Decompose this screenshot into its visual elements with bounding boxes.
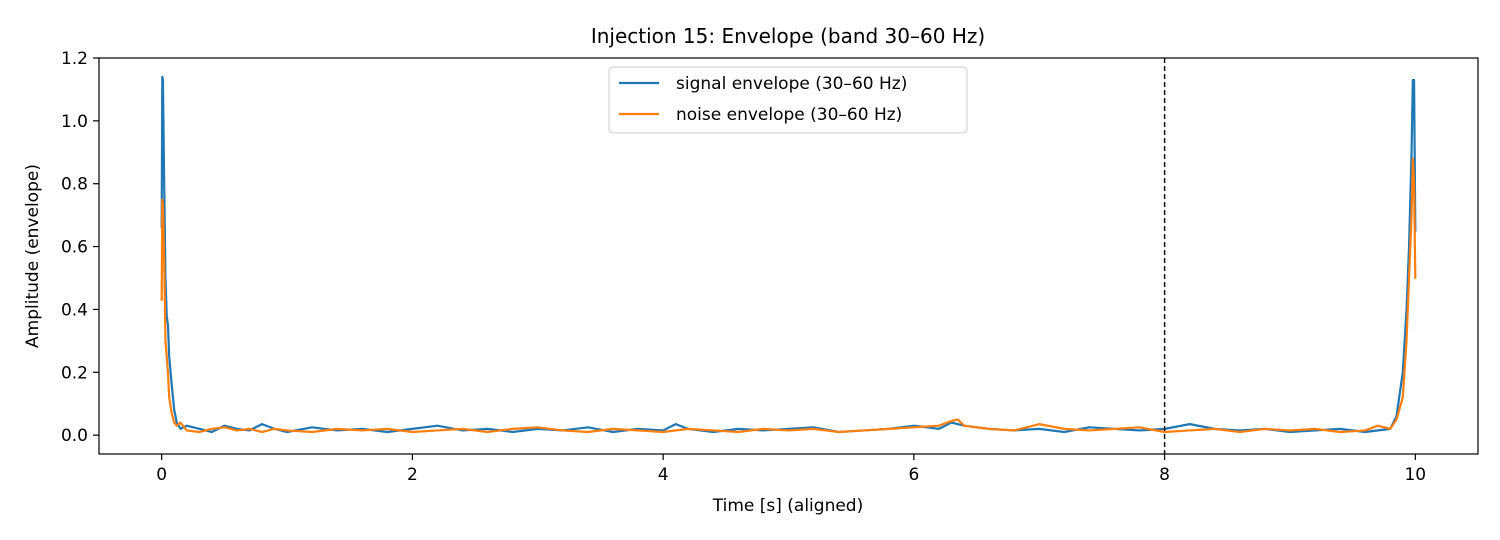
y-tick-label: 1.2	[61, 49, 88, 69]
y-axis: 0.0 0.2 0.4 0.6 0.8 1.0 1.2	[61, 49, 99, 446]
y-tick-label: 0.6	[61, 238, 88, 258]
plot-frame	[98, 57, 1479, 455]
series-layer	[160, 75, 1417, 434]
x-axis-label: Time [s] (aligned)	[712, 496, 863, 516]
x-tick-label: 6	[908, 465, 919, 485]
y-tick-label: 0.2	[61, 363, 88, 383]
x-tick-label: 10	[1404, 465, 1426, 485]
y-axis-label: Amplitude (envelope)	[23, 164, 43, 348]
y-tick-label: 0.0	[61, 426, 88, 446]
legend-box	[608, 66, 968, 134]
series-line-noise	[160, 157, 1417, 434]
y-tick-label: 1.0	[61, 112, 88, 132]
legend-label-signal: signal envelope (30–60 Hz)	[676, 74, 907, 94]
x-tick-label: 0	[156, 465, 167, 485]
legend: signal envelope (30–60 Hz) noise envelop…	[608, 66, 968, 134]
legend-label-noise: noise envelope (30–60 Hz)	[676, 105, 902, 125]
x-tick-label: 8	[1159, 465, 1170, 485]
x-tick-label: 2	[407, 465, 418, 485]
x-axis: 0 2 4 6 8 10	[156, 454, 1426, 485]
y-tick-label: 0.8	[61, 175, 88, 195]
x-tick-label: 4	[658, 465, 669, 485]
chart-title: Injection 15: Envelope (band 30–60 Hz)	[591, 24, 985, 48]
plot-area	[98, 57, 1479, 455]
y-tick-label: 0.4	[61, 300, 88, 320]
